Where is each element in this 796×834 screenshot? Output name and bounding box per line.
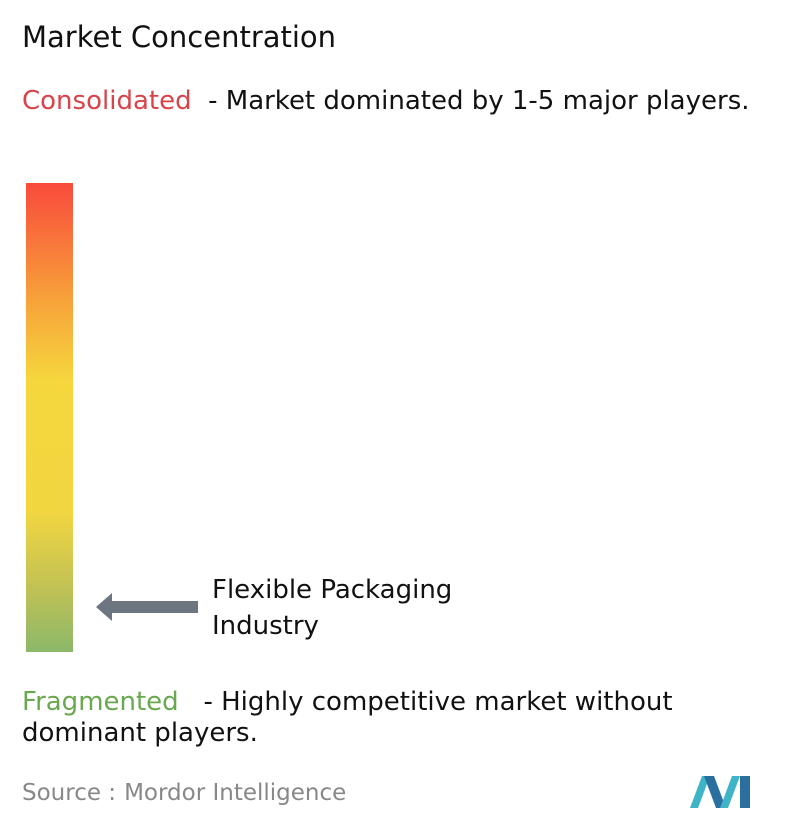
logo-part [720,776,740,808]
logo-part [704,776,726,808]
source: Source : Mordor Intelligence [22,780,346,806]
fragmented-text: Fragmented - Highly competitive market w… [22,687,792,749]
logo [690,776,750,808]
logo-part [690,776,710,808]
source-prefix: Source : [22,780,117,806]
concentration-gradient [26,183,73,652]
consolidated-description: - Market dominated by 1-5 major players. [208,86,750,116]
logo-part [740,776,750,808]
marker-arrow [96,593,198,621]
consolidated-label: Consolidated [22,86,192,116]
consolidated-text: Consolidated - Market dominated by 1-5 m… [22,86,792,117]
title: Market Concentration [22,20,337,54]
arrow-shape [96,593,198,621]
fragmented-description: - Highly competitive market without domi… [22,687,673,748]
marker-label: Flexible Packaging Industry [212,575,453,641]
fragmented-label: Fragmented [22,687,179,717]
source-name: Mordor Intelligence [124,780,347,806]
